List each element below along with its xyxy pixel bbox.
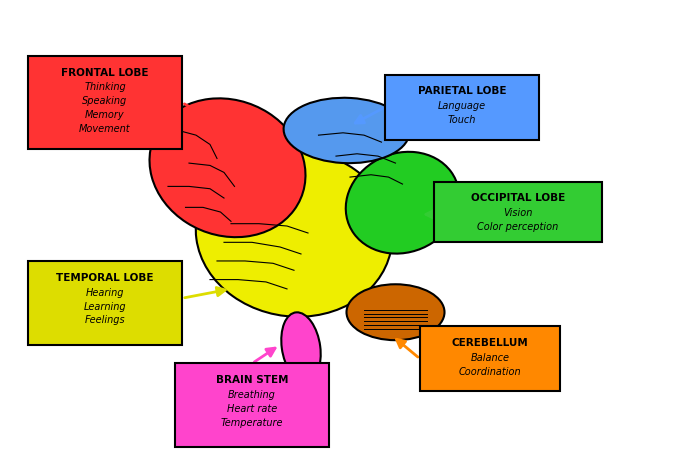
Text: Learning: Learning <box>84 302 126 311</box>
Ellipse shape <box>284 98 409 163</box>
FancyBboxPatch shape <box>385 75 539 140</box>
Text: Speaking: Speaking <box>83 96 127 106</box>
Text: Touch: Touch <box>448 115 476 125</box>
Text: CEREBELLUM: CEREBELLUM <box>452 338 528 348</box>
Text: PARIETAL LOBE: PARIETAL LOBE <box>418 86 506 96</box>
Text: Balance: Balance <box>470 353 510 363</box>
FancyBboxPatch shape <box>434 182 602 242</box>
Text: BRAIN STEM: BRAIN STEM <box>216 375 288 385</box>
Text: Memory: Memory <box>85 110 125 120</box>
Ellipse shape <box>281 312 321 382</box>
Text: Color perception: Color perception <box>477 222 559 232</box>
Ellipse shape <box>346 284 444 340</box>
Ellipse shape <box>196 149 392 317</box>
Text: Vision: Vision <box>503 208 533 218</box>
FancyBboxPatch shape <box>28 56 182 149</box>
Text: OCCIPITAL LOBE: OCCIPITAL LOBE <box>471 193 565 203</box>
Text: Coordination: Coordination <box>458 367 522 377</box>
Text: Thinking: Thinking <box>84 82 126 92</box>
Text: Language: Language <box>438 101 486 111</box>
FancyBboxPatch shape <box>28 261 182 345</box>
FancyBboxPatch shape <box>175 363 329 447</box>
Text: Heart rate: Heart rate <box>227 404 277 414</box>
Text: Movement: Movement <box>79 124 131 134</box>
Text: Breathing: Breathing <box>228 390 276 400</box>
Text: Feelings: Feelings <box>85 315 125 325</box>
Text: FRONTAL LOBE: FRONTAL LOBE <box>62 68 148 77</box>
Text: Temperature: Temperature <box>220 418 284 428</box>
Ellipse shape <box>150 98 305 237</box>
FancyBboxPatch shape <box>420 326 560 391</box>
Text: TEMPORAL LOBE: TEMPORAL LOBE <box>56 273 154 282</box>
Ellipse shape <box>346 152 459 254</box>
Text: Hearing: Hearing <box>85 288 125 297</box>
